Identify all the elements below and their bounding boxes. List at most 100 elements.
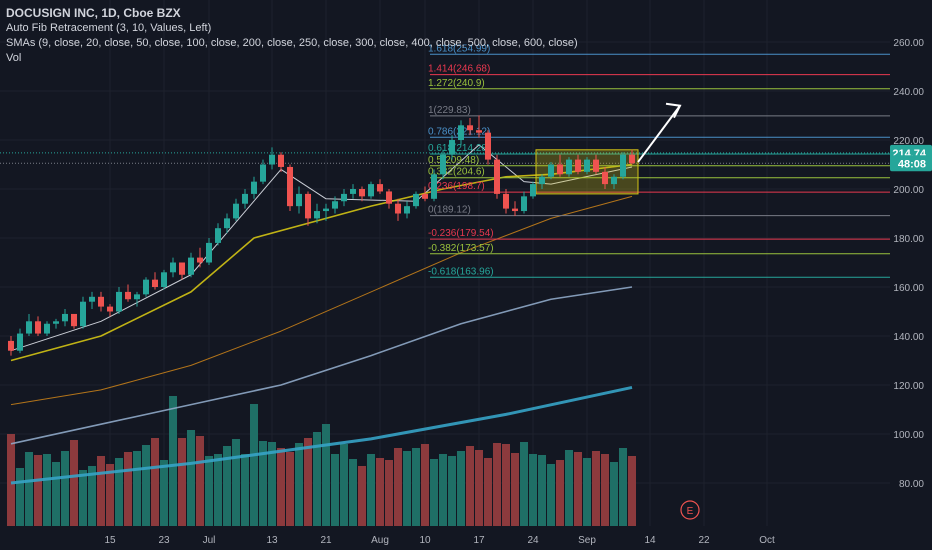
volume-bar [160,460,168,526]
candle-body [566,159,572,175]
time-tick-label: 23 [158,535,170,546]
price-axis[interactable]: 260.00 240.00 220.00 200.00 180.00 160.00 140.… [890,0,932,550]
candle-body [224,218,230,229]
candle-body [8,340,14,351]
candle-body [269,154,275,165]
candle-body [413,193,419,207]
candle-body [134,294,140,300]
candle-body [251,181,257,194]
candle-body [260,164,266,182]
volume-bar [376,458,384,526]
candle-body [197,257,203,263]
fib-level-label: -0.382(173.57) [428,243,494,254]
candle-body [62,313,68,322]
earnings-marker[interactable]: E [680,500,700,520]
candle-body [611,176,617,185]
fib-level-label: 1.618(254.99) [428,43,490,54]
volume-bar [259,441,267,526]
price-tick-label: 220.00 [893,136,924,147]
candle-body [593,159,599,172]
candle-body [359,189,365,197]
time-tick-label: 15 [104,535,116,546]
volume-bar [457,451,465,526]
volume-bar [79,470,87,526]
time-axis[interactable]: 15 23 Jul 13 21 Aug 10 17 24 Sep 14 22 Oct [0,527,932,550]
price-tick-label: 240.00 [893,87,924,98]
price-tick-label: 260.00 [893,38,924,49]
fib-indicator-label[interactable]: Auto Fib Retracement (3, 10, Values, Lef… [6,22,212,34]
fib-level-label: 1.272(240.9) [428,78,485,89]
volume-bar [7,434,15,526]
volume-bar [97,456,105,526]
volume-bar [448,456,456,526]
candle-body [53,321,59,324]
fib-level-label: 1.414(246.68) [428,64,490,75]
price-tick-label: 80.00 [899,479,924,490]
candle-body [143,279,149,295]
price-axis-bg [890,0,932,550]
projection-arrow[interactable] [637,102,682,163]
volume-bar [277,448,285,526]
volume-bar [106,464,114,526]
candle-body [296,193,302,207]
candle-body [242,193,248,204]
price-tick-label: 180.00 [893,234,924,245]
volume-bar [556,460,564,526]
candle-body [449,140,455,155]
volume-bar [412,448,420,526]
volume-indicator-label[interactable]: Vol [6,52,22,64]
candle-body [323,208,329,212]
candle-body [206,242,212,263]
candle-body [548,164,554,177]
price-label-bg [890,155,932,172]
candle-body [422,193,428,199]
volume-bar [151,438,159,526]
volume-bar [214,454,222,526]
volume-bar [493,443,501,526]
candle-body [35,321,41,334]
candle-body [188,257,194,275]
candle-body [287,166,293,207]
candle-body [584,159,590,172]
time-tick-label: 13 [266,535,278,546]
candle-body [467,125,473,131]
volume-bar [205,456,213,526]
volume-bar [475,450,483,526]
symbol-title[interactable]: DOCUSIGN INC, 1D, Cboe BZX [6,6,181,20]
candle-body [161,272,167,287]
volume-bar [295,443,303,526]
volume-bar [304,438,312,526]
earnings-label: E [687,506,694,517]
candle-body [341,193,347,202]
time-tick-label: Oct [759,535,775,546]
time-axis-bg [0,527,932,550]
fib-level-label: 1(229.83) [428,105,471,116]
volume-bar [34,455,42,526]
price-tick-label: 160.00 [893,283,924,294]
candle-body [620,154,626,177]
candle-body [26,321,32,334]
candle-body [98,296,104,307]
volume-bar [340,444,348,526]
candle-body [458,125,464,140]
price-tick-label: 200.00 [893,185,924,196]
time-tick-label: 14 [644,535,656,546]
price-tick-label: 140.00 [893,332,924,343]
time-tick-label: Jul [203,535,216,546]
candle-body [539,176,545,185]
volume-bar [574,452,582,526]
volume-bar [466,446,474,526]
volume-bar [232,439,240,526]
candle-body [233,203,239,219]
volume-bar [241,454,249,526]
time-tick-label: 24 [527,535,539,546]
sma-line [10,144,633,352]
candle-body [332,201,338,209]
candle-body [107,306,113,312]
sma-indicator-label[interactable]: SMAs (9, close, 20, close, 50, close, 10… [6,37,578,49]
volume-bar [115,458,123,526]
candle-body [512,208,518,212]
volume-bar [43,454,51,526]
